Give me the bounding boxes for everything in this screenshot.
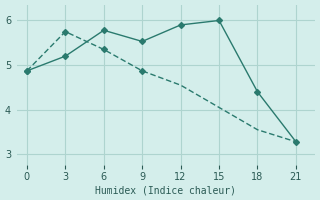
X-axis label: Humidex (Indice chaleur): Humidex (Indice chaleur)	[95, 185, 236, 195]
